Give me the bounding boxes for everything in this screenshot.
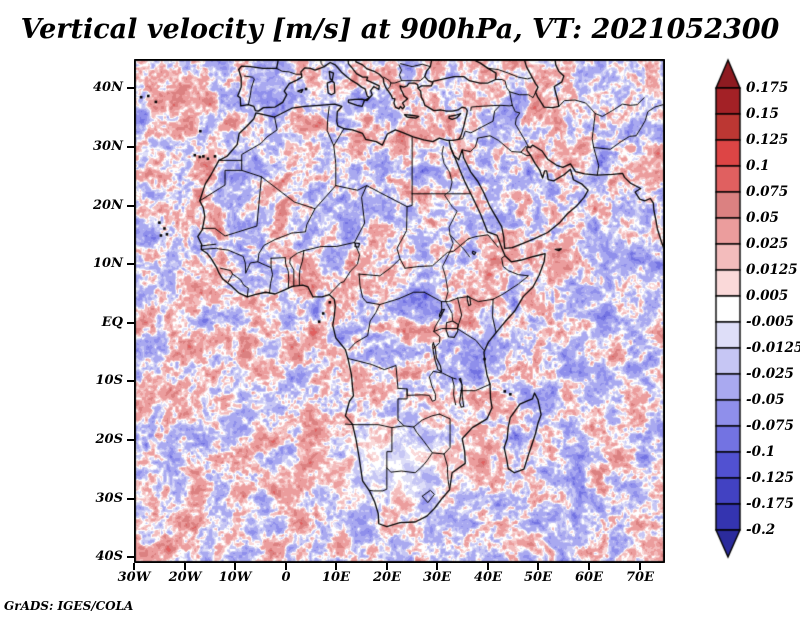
colorbar-label: -0.175	[746, 496, 794, 512]
lat-tick-label: 40S	[95, 549, 123, 564]
velocity-field-map	[134, 59, 665, 563]
lat-tick	[127, 556, 134, 558]
colorbar-label: 0.1	[746, 158, 770, 174]
lon-tick	[588, 563, 590, 570]
lat-tick-label: 30N	[93, 139, 123, 154]
lat-tick	[127, 322, 134, 324]
colorbar-label: 0.025	[746, 236, 789, 252]
lon-tick-label: 30W	[117, 570, 151, 585]
lat-tick-label: 30S	[95, 491, 123, 506]
lon-tick-label: 70E	[626, 570, 654, 585]
lon-tick-label: 10E	[322, 570, 350, 585]
lat-tick	[127, 380, 134, 382]
plot-title: Vertical velocity [m/s] at 900hPa, VT: 2…	[20, 14, 780, 45]
colorbar-label: -0.0125	[746, 340, 800, 356]
lat-tick	[127, 498, 134, 500]
colorbar-label: -0.025	[746, 366, 794, 382]
colorbar-label: 0.15	[746, 106, 779, 122]
lon-tick-label: 50E	[524, 570, 552, 585]
lat-tick-label: 40N	[93, 80, 123, 95]
lon-tick	[436, 563, 438, 570]
lon-tick	[285, 563, 287, 570]
lon-tick	[386, 563, 388, 570]
colorbar-label: -0.2	[746, 522, 776, 538]
colorbar-label: -0.05	[746, 392, 785, 408]
lon-tick	[335, 563, 337, 570]
lat-tick-label: 10S	[95, 373, 123, 388]
lat-tick	[127, 146, 134, 148]
lat-tick	[127, 439, 134, 441]
colorbar-label: -0.005	[746, 314, 794, 330]
lat-tick-label: 10N	[93, 256, 123, 271]
colorbar-label: 0.075	[746, 184, 789, 200]
lat-tick	[127, 87, 134, 89]
colorbar-label: -0.1	[746, 444, 776, 460]
lon-tick	[234, 563, 236, 570]
lon-tick	[184, 563, 186, 570]
lat-tick-label: EQ	[101, 315, 123, 330]
lon-tick	[537, 563, 539, 570]
lon-tick-label: 30E	[423, 570, 451, 585]
colorbar-label: 0.175	[746, 80, 789, 96]
lon-tick-label: 10W	[218, 570, 252, 585]
colorbar-label: -0.075	[746, 418, 794, 434]
lon-tick	[487, 563, 489, 570]
colorbar-label: 0.05	[746, 210, 779, 226]
lat-tick	[127, 205, 134, 207]
lon-tick-label: 20W	[168, 570, 202, 585]
lon-tick-label: 60E	[575, 570, 603, 585]
grads-attribution: GrADS: IGES/COLA	[4, 599, 134, 613]
lon-tick-label: 0	[281, 570, 291, 585]
colorbar-label: 0.0125	[746, 262, 798, 278]
lon-tick-label: 40E	[474, 570, 502, 585]
lat-tick-label: 20S	[95, 432, 123, 447]
lat-tick-label: 20N	[93, 198, 123, 213]
colorbar-label: 0.005	[746, 288, 789, 304]
colorbar	[714, 57, 748, 565]
lat-tick	[127, 263, 134, 265]
lon-tick	[133, 563, 135, 570]
lon-tick-label: 20E	[373, 570, 401, 585]
lon-tick	[639, 563, 641, 570]
colorbar-label: -0.125	[746, 470, 794, 486]
colorbar-label: 0.125	[746, 132, 789, 148]
